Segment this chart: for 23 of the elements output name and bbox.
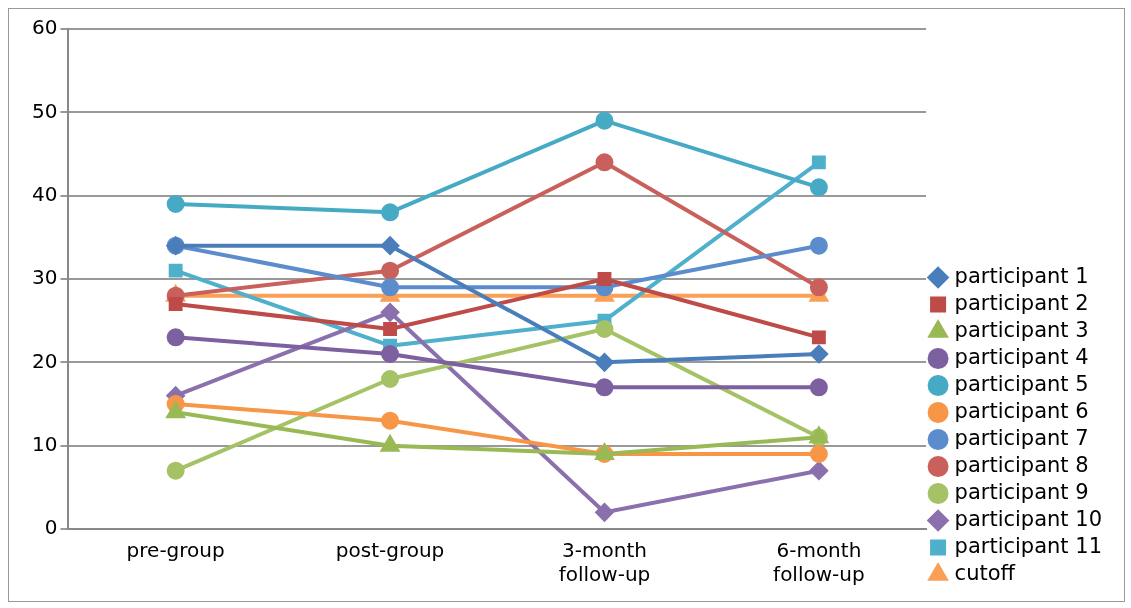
y-tick-label: 20: [32, 348, 58, 373]
legend-label: cutoff: [954, 560, 1016, 585]
legend-label: participant 7: [954, 425, 1089, 450]
legend-label: participant 8: [954, 452, 1089, 477]
legend-label: participant 9: [954, 479, 1089, 504]
legend-label: participant 2: [954, 290, 1089, 315]
legend-label: participant 3: [954, 317, 1089, 342]
legend-label: participant 6: [954, 398, 1089, 423]
y-tick-label: 50: [32, 98, 58, 123]
y-tick-label: 40: [32, 181, 58, 206]
legend-label: participant 10: [954, 506, 1102, 531]
legend-label: participant 4: [954, 344, 1089, 369]
x-tick-label: pre-group: [126, 538, 225, 563]
x-tick-label: 3-month follow-up: [558, 538, 651, 587]
y-tick-label: 10: [32, 431, 58, 456]
y-tick-label: 0: [44, 515, 58, 540]
x-tick-label: post-group: [335, 538, 445, 563]
x-tick-label: 6-month follow-up: [773, 538, 865, 587]
y-tick-label: 30: [32, 265, 58, 290]
legend-label: participant 5: [954, 371, 1089, 396]
y-tick-label: 60: [32, 15, 58, 40]
legend-label: participant 11: [954, 533, 1102, 558]
legend-label: participant 1: [954, 263, 1089, 288]
